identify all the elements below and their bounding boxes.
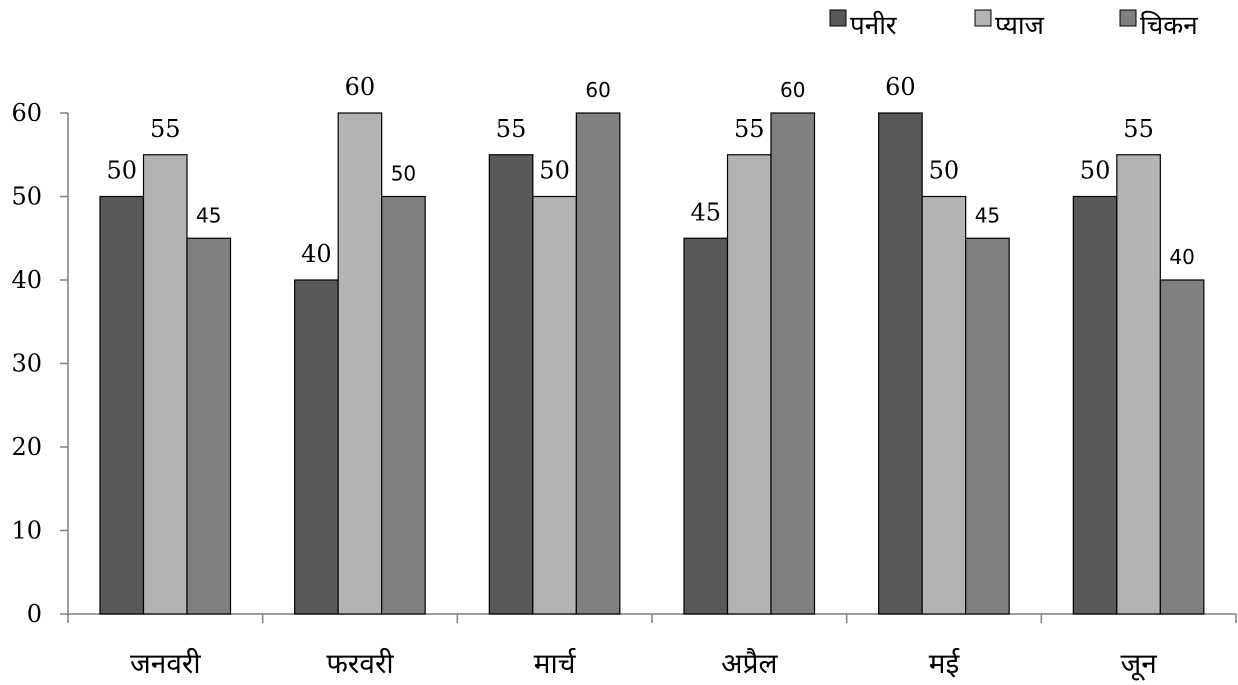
data-label: 50 [539, 157, 570, 185]
bar [1159, 279, 1205, 615]
bar [99, 195, 145, 615]
y-tick-label: 10 [11, 517, 42, 545]
bar [294, 279, 339, 615]
data-label: 45 [975, 203, 1000, 227]
data-label: 45 [690, 198, 721, 226]
data-label: 55 [1123, 115, 1154, 143]
data-label: 60 [585, 78, 610, 102]
y-tick-label: 0 [27, 600, 42, 628]
data-label: 40 [1169, 245, 1194, 269]
data-label: 45 [196, 203, 221, 227]
axes: 0 10 20 30 40 50 60 जनवरी फरवरी मार्च अप्रैल मई जून [11, 99, 1237, 681]
data-label: 55 [496, 115, 527, 143]
y-tick-label: 50 [11, 183, 42, 211]
bar [337, 112, 383, 615]
x-tick-label: अप्रैल [721, 647, 778, 680]
legend: पनीर प्याज चिकन [829, 9, 1198, 41]
x-tick-label: जनवरी [130, 647, 201, 680]
y-tick-label: 30 [11, 350, 42, 378]
legend-swatch [1119, 9, 1137, 27]
bar [921, 195, 967, 615]
x-tick-label: मार्च [534, 647, 577, 680]
data-label: 40 [301, 240, 332, 268]
legend-label: पनीर [850, 10, 898, 41]
bar [1072, 195, 1118, 615]
data-labels: 50 55 45 40 60 50 55 50 60 45 55 60 60 50 45 50 55 40 [106, 73, 1194, 269]
bar [878, 112, 923, 615]
bar [142, 154, 188, 615]
data-label: 60 [345, 73, 376, 101]
bar [726, 154, 772, 615]
y-tick-label: 60 [11, 99, 42, 127]
bar [1116, 154, 1161, 615]
x-tick-label: जून [1121, 647, 1158, 681]
data-label: 50 [929, 157, 960, 185]
bar [575, 112, 621, 615]
data-label: 55 [734, 115, 765, 143]
legend-swatch [829, 9, 847, 27]
x-tick-label: फरवरी [326, 647, 394, 680]
bar [683, 237, 729, 615]
x-tick-label: मई [929, 647, 961, 680]
data-label: 60 [780, 78, 805, 102]
legend-swatch [974, 9, 992, 27]
bar [186, 237, 232, 615]
bar [532, 195, 577, 615]
bars [99, 112, 1205, 615]
data-label: 55 [150, 115, 181, 143]
bar [381, 195, 426, 615]
data-label: 50 [106, 157, 137, 185]
legend-label: चिकन [1140, 10, 1198, 41]
bar [965, 237, 1010, 615]
data-label: 60 [885, 73, 916, 101]
bar [488, 154, 534, 615]
legend-label: प्याज [995, 11, 1045, 41]
data-label: 50 [391, 162, 416, 186]
data-label: 50 [1080, 157, 1111, 185]
bar [770, 112, 816, 615]
y-tick-label: 20 [11, 433, 42, 461]
y-tick-label: 40 [11, 266, 42, 294]
